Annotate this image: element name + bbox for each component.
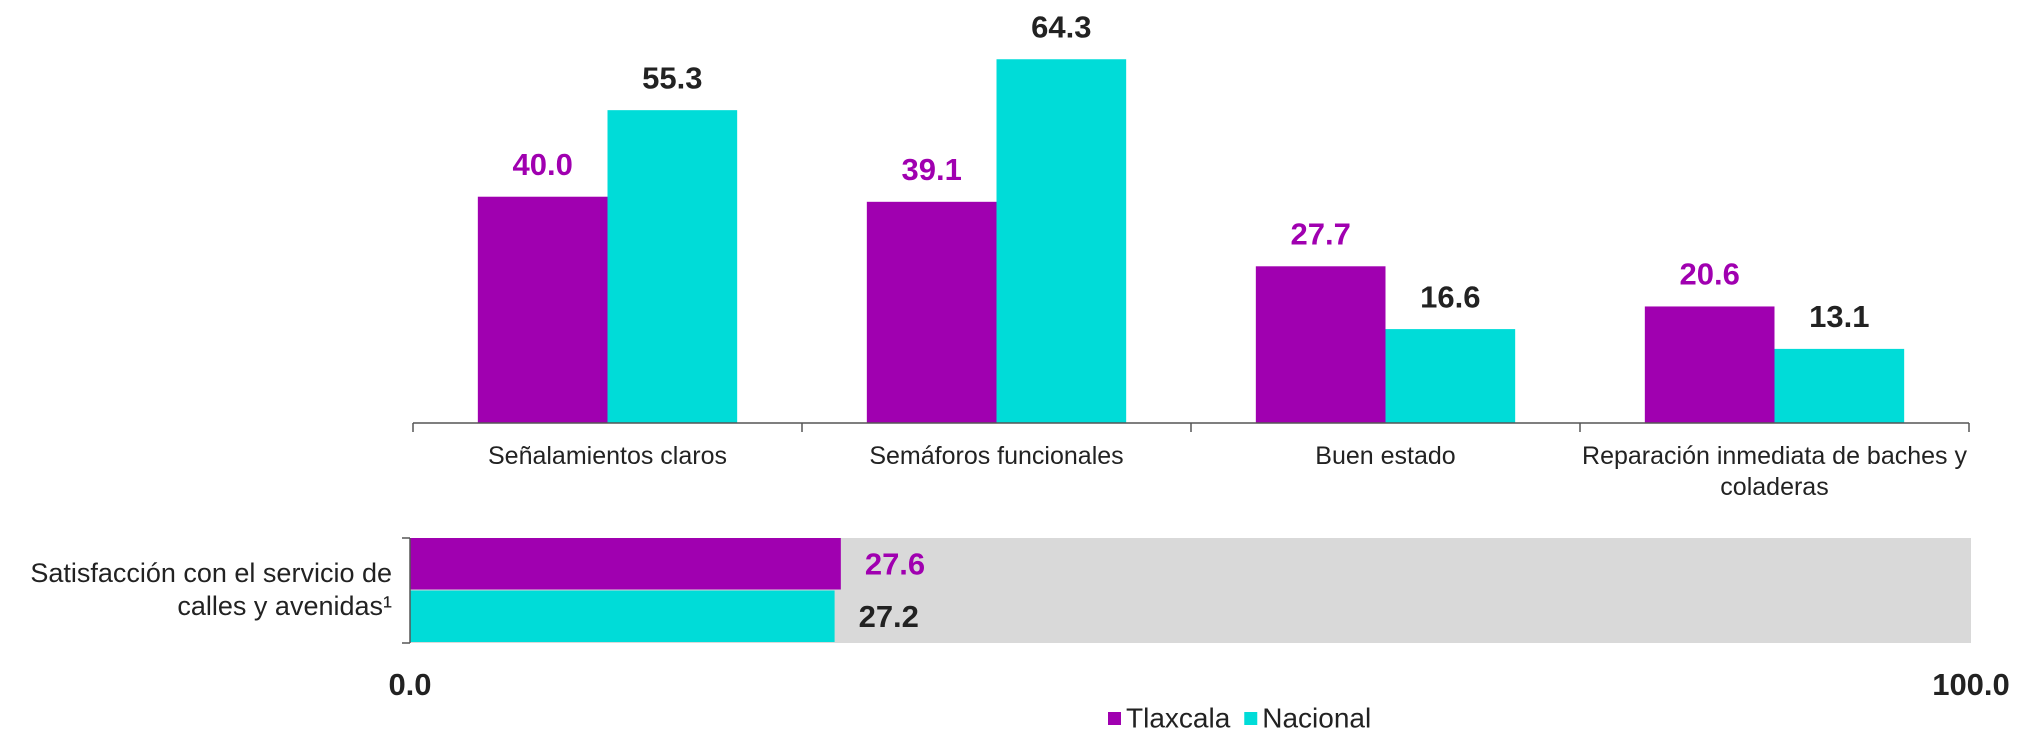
data-label: 13.1 [1809, 299, 1869, 334]
x-tick-label: Reparación inmediata de baches y colader… [1582, 442, 1967, 502]
data-label: 55.3 [642, 60, 702, 95]
x-tick-label: 0.0 [388, 667, 431, 702]
x-tick-label: Semáforos funcionales [869, 442, 1124, 470]
x-tick-label: 100.0 [1932, 667, 2010, 702]
data-label: 40.0 [512, 147, 572, 182]
bar [996, 59, 1127, 423]
bar [1385, 329, 1516, 423]
bar [477, 196, 608, 423]
y-tick-label: Satisfacción con el servicio de calles y… [30, 557, 392, 622]
legend-label: Nacional [1262, 702, 1371, 733]
data-label: 27.6 [865, 546, 925, 581]
bar [607, 110, 738, 423]
legend-label: Tlaxcala [1126, 702, 1231, 733]
bar [866, 201, 997, 423]
bar [1644, 306, 1775, 423]
bar [410, 590, 835, 642]
data-label: 20.6 [1679, 257, 1739, 292]
data-label: 64.3 [1031, 9, 1091, 44]
bar [1774, 348, 1905, 423]
data-label: 16.6 [1420, 279, 1480, 314]
legend-swatch [1244, 712, 1258, 725]
x-tick-label: Señalamientos claros [487, 442, 727, 470]
x-tick-label: Buen estado [1315, 442, 1456, 470]
data-label: 27.7 [1290, 216, 1350, 251]
bar [1255, 266, 1386, 423]
bar [410, 538, 841, 590]
data-label: 39.1 [901, 152, 961, 187]
data-label: 27.2 [859, 599, 919, 634]
legend-swatch [1108, 712, 1121, 725]
